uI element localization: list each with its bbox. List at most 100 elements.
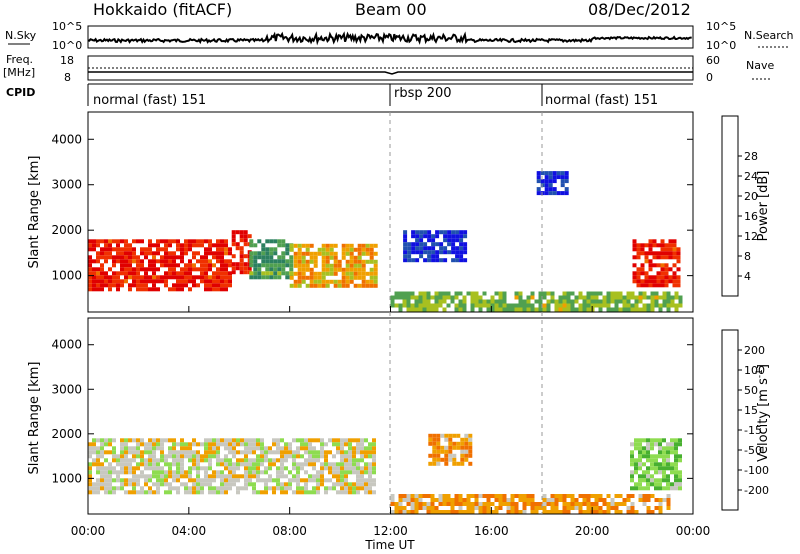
power-cell (120, 239, 124, 244)
power-cell (652, 251, 657, 256)
velocity-cell (356, 486, 360, 491)
velocity-cell (200, 486, 204, 491)
velocity-cell (212, 450, 216, 455)
power-colorbar-label-tick: 24 (744, 170, 758, 183)
velocity-cell (662, 454, 666, 459)
power-cell (570, 291, 575, 296)
power-cell (419, 238, 424, 243)
power-cell (140, 279, 144, 284)
velocity-cell (168, 462, 172, 467)
velocity-cell (172, 470, 176, 475)
power-cell (224, 267, 228, 272)
power-cell (648, 275, 653, 280)
power-cell (640, 279, 645, 284)
power-cell (666, 295, 671, 300)
velocity-cell (666, 446, 670, 451)
velocity-cell (208, 446, 212, 451)
power-cell (490, 295, 495, 300)
velocity-cell (368, 454, 372, 459)
velocity-cell (180, 466, 184, 471)
velocity-cell (348, 446, 352, 451)
power-cell (438, 303, 443, 308)
power-cell (148, 243, 152, 248)
velocity-cell (144, 442, 148, 447)
power-cell (249, 263, 254, 268)
velocity-cell (120, 454, 124, 459)
power-cell (88, 247, 92, 252)
velocity-cell (328, 478, 332, 483)
velocity-cell (92, 438, 96, 443)
velocity-cell (432, 441, 437, 446)
power-cell (108, 275, 112, 280)
power-cell (235, 242, 240, 247)
velocity-cell (168, 466, 172, 471)
power-cell (168, 259, 172, 264)
velocity-cell (474, 494, 479, 498)
power-cell (494, 299, 499, 304)
velocity-cell (244, 446, 248, 451)
velocity-cell (140, 486, 144, 491)
power-cell (208, 251, 212, 256)
power-colorbar-label-tick: 12 (744, 230, 758, 243)
velocity-cell (292, 462, 296, 467)
velocity-cell (248, 458, 252, 463)
velocity-cell (256, 458, 260, 463)
velocity-cell (244, 486, 248, 491)
power-cell (208, 283, 212, 288)
power-cell (309, 259, 314, 264)
velocity-cell (634, 446, 638, 451)
power-cell (455, 230, 460, 235)
power-cell (168, 287, 172, 292)
velocity-cell (132, 478, 136, 483)
power-cell (192, 239, 196, 244)
velocity-cell (248, 438, 252, 443)
power-cell (411, 258, 416, 263)
power-cell (656, 275, 661, 280)
velocity-cell (658, 442, 662, 447)
velocity-cell (140, 454, 144, 459)
power-cell (152, 255, 156, 260)
velocity-colorbar-label-tick: -50 (744, 444, 762, 457)
velocity-cell (152, 446, 156, 451)
velocity-cell (442, 498, 447, 502)
velocity-cell (414, 498, 419, 502)
power-cell (423, 234, 428, 239)
velocity-cell (522, 498, 527, 502)
power-cell (243, 234, 248, 239)
velocity-cell (272, 478, 276, 483)
velocity-cell (180, 446, 184, 451)
velocity-cell (108, 466, 112, 471)
power-cell (228, 271, 232, 276)
velocity-cell (364, 482, 368, 487)
velocity-cell (124, 454, 128, 459)
power-cell (148, 275, 152, 280)
velocity-cell (510, 510, 515, 514)
power-cell (224, 259, 228, 264)
velocity-cell (336, 442, 340, 447)
velocity-cell (530, 494, 535, 498)
power-cell (574, 295, 579, 300)
velocity-cell (180, 442, 184, 447)
power-cell (369, 255, 374, 260)
power-cell (281, 251, 286, 256)
power-cell (297, 259, 302, 264)
power-cell (394, 303, 399, 308)
power-cell (574, 307, 579, 312)
velocity-heatmap (88, 433, 682, 514)
velocity-cell (356, 474, 360, 479)
velocity-cell (438, 510, 443, 514)
power-cell (598, 299, 603, 304)
power-cell (369, 243, 374, 248)
power-cell (443, 238, 448, 243)
power-cell (411, 234, 416, 239)
velocity-cell (240, 442, 244, 447)
velocity-cell (666, 458, 670, 463)
power-cell (506, 307, 511, 312)
power-cell (353, 259, 358, 264)
power-cell (216, 275, 220, 280)
power-cell (459, 254, 464, 259)
power-cell (261, 271, 266, 276)
velocity-cell (112, 490, 116, 495)
power-cell (104, 255, 108, 260)
velocity-cell (440, 457, 445, 462)
